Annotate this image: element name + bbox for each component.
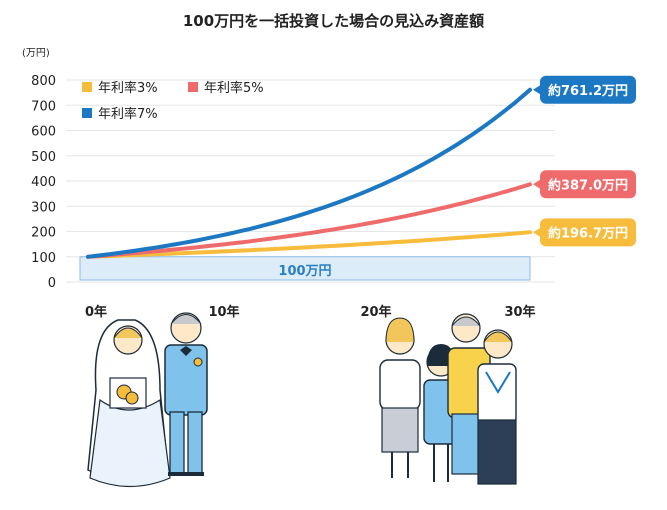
principal-band-rect — [79, 256, 531, 281]
y-tick-label: 600 — [31, 125, 56, 140]
x-tick-label: 20年 — [360, 304, 391, 320]
callout-pointer — [533, 84, 541, 95]
legend: 年利率3% 年利率5% 年利率7% — [82, 80, 264, 122]
callout-pointer — [533, 179, 541, 190]
end-value-callout — [540, 170, 636, 199]
legend-swatch — [82, 108, 92, 118]
end-value-label: 約387.0万円 — [548, 177, 628, 193]
legend-label: 年利率5% — [204, 80, 264, 96]
chart-title: 100万円を一括投資した場合の見込み資産額 — [182, 12, 485, 30]
wedding-couple-illustration — [87, 312, 208, 488]
principal-band: 100万円 — [79, 256, 531, 281]
y-tick-label: 100 — [31, 251, 56, 266]
y-tick-label: 0 — [48, 276, 56, 291]
y-tick-label: 500 — [31, 150, 56, 165]
x-tick-label: 0年 — [85, 304, 107, 320]
end-value-label: 約761.2万円 — [548, 83, 628, 99]
legend-label: 年利率3% — [98, 80, 158, 96]
callout-pointer — [533, 227, 541, 238]
series-line-1 — [86, 230, 532, 259]
end-value-callout — [540, 218, 636, 247]
y-tick-label: 800 — [31, 74, 56, 89]
y-tick-label: 200 — [31, 226, 56, 241]
legend-label: 年利率7% — [98, 106, 158, 122]
series-lines — [86, 87, 532, 259]
family-illustration — [379, 313, 517, 485]
principal-band-label: 100万円 — [278, 264, 331, 279]
x-tick-label: 30年 — [504, 304, 535, 320]
series-line-2 — [86, 182, 532, 259]
legend-swatch — [188, 82, 198, 92]
y-tick-label: 700 — [31, 99, 56, 114]
legend-swatch — [82, 82, 92, 92]
x-axis-ticks: 0年 10年 20年 30年 — [85, 304, 536, 320]
y-tick-label: 400 — [31, 175, 56, 190]
y-tick-label: 300 — [31, 200, 56, 215]
end-value-callout — [540, 75, 636, 104]
y-axis-ticks: 0 100 200 300 400 500 600 700 800 — [31, 74, 56, 291]
series-line-3 — [86, 87, 532, 259]
x-tick-label: 10年 — [208, 304, 239, 320]
end-value-label: 約196.7万円 — [548, 225, 628, 241]
y-axis-unit-label: (万円) — [22, 48, 50, 59]
